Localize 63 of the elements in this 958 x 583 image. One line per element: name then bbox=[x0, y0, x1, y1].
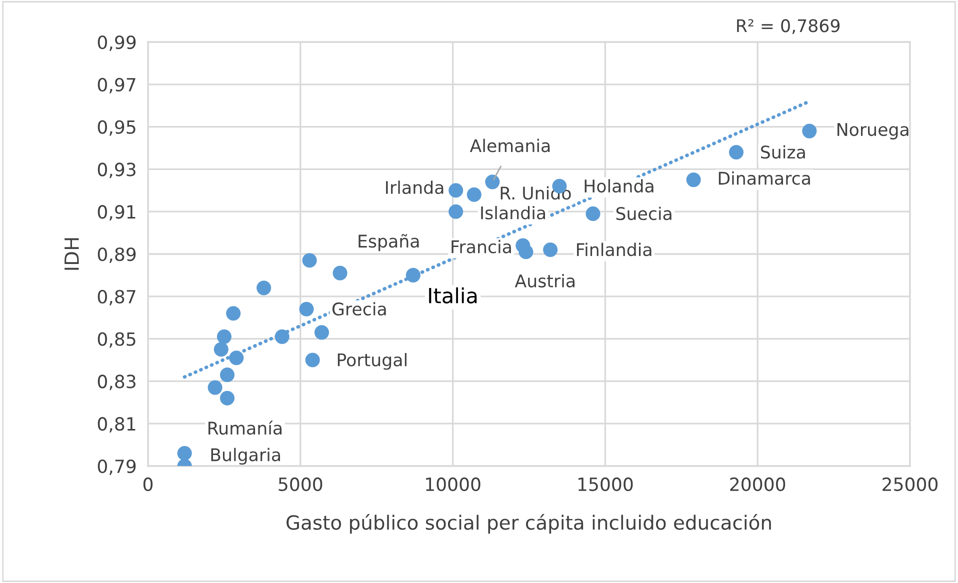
point bbox=[216, 329, 232, 344]
x-tick-label: 25000 bbox=[882, 477, 938, 492]
point bbox=[302, 253, 317, 268]
annotation: Bulgaria bbox=[211, 448, 280, 465]
y-tick-label: 0,99 bbox=[98, 35, 136, 51]
y-tick-label: 0,97 bbox=[98, 78, 136, 94]
point bbox=[314, 325, 330, 340]
point bbox=[220, 368, 235, 382]
point bbox=[448, 204, 464, 219]
y-tick-label: 0,93 bbox=[98, 162, 136, 178]
annotation: Irlanda bbox=[386, 180, 444, 194]
annotation: Rumanía bbox=[208, 420, 282, 435]
annotation: Dinamarca bbox=[718, 171, 810, 185]
point bbox=[214, 342, 228, 357]
point bbox=[332, 266, 348, 280]
point bbox=[448, 183, 464, 198]
y-tick-label: 0,89 bbox=[98, 247, 136, 263]
y-tick-label: 0,81 bbox=[98, 417, 136, 433]
x-tick-label: 0 bbox=[143, 477, 153, 492]
point bbox=[177, 446, 192, 461]
annotation: Alemania bbox=[470, 138, 550, 152]
point bbox=[485, 174, 500, 190]
text: R² = 0,7869 bbox=[737, 19, 840, 34]
x-tick-label: 10000 bbox=[426, 477, 480, 492]
y-tick-label: 0,83 bbox=[98, 374, 136, 390]
y-tick-label: 0,87 bbox=[98, 290, 136, 306]
y-axis-title: IDH bbox=[64, 238, 79, 270]
point bbox=[466, 187, 482, 202]
point bbox=[256, 280, 272, 296]
point bbox=[299, 302, 314, 316]
point bbox=[229, 350, 244, 366]
annotation: Holanda bbox=[584, 179, 654, 193]
annotation: Noruega bbox=[838, 123, 908, 140]
annotation: Portugal bbox=[338, 352, 406, 370]
annotation: Suiza bbox=[761, 145, 805, 159]
point bbox=[406, 268, 420, 282]
point bbox=[543, 242, 558, 258]
point bbox=[274, 329, 290, 344]
annotation: Grecia bbox=[332, 302, 386, 316]
x-tick-label: 15000 bbox=[578, 477, 633, 492]
point bbox=[802, 124, 817, 138]
annotation: Islandia bbox=[481, 206, 545, 220]
y-tick-label: 0,85 bbox=[98, 332, 136, 348]
annotation: Austria bbox=[514, 274, 574, 288]
y-tick-label: 0,91 bbox=[98, 205, 136, 221]
annotation: Francia bbox=[452, 240, 511, 254]
y-tick-label: 0,79 bbox=[98, 459, 136, 475]
point bbox=[686, 172, 701, 188]
annotation: Suecia bbox=[616, 206, 672, 220]
point bbox=[226, 306, 241, 321]
annotation: España bbox=[358, 234, 419, 252]
y-tick-label: 0,95 bbox=[98, 120, 136, 136]
point bbox=[208, 380, 222, 395]
x-axis-title: Gasto público social per cápita incluido educación bbox=[286, 514, 771, 534]
point bbox=[220, 390, 235, 406]
point bbox=[518, 244, 534, 260]
point bbox=[728, 144, 744, 160]
point bbox=[586, 206, 600, 222]
x-tick-label: 20000 bbox=[730, 477, 786, 492]
annotation: Italia bbox=[429, 287, 477, 304]
point bbox=[305, 352, 320, 368]
x-tick-label: 5000 bbox=[278, 477, 322, 492]
annotation: Finlandia bbox=[577, 242, 652, 256]
